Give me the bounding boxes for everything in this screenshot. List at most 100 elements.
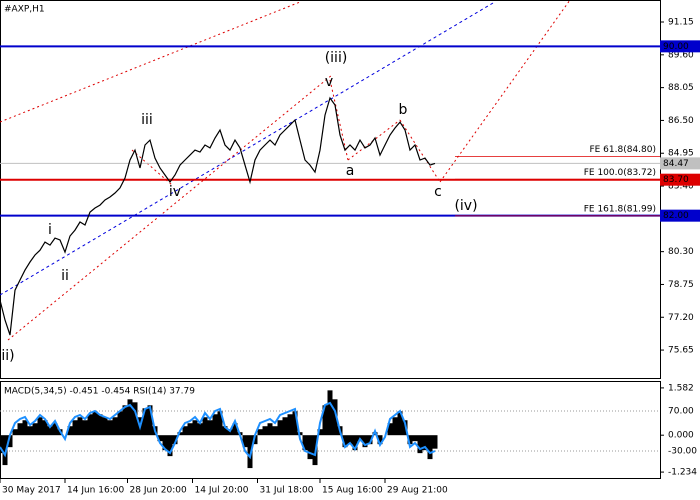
price-line <box>0 96 436 336</box>
wave-label: a <box>346 163 355 179</box>
wave-label: b <box>399 102 408 118</box>
y-tick-label: 0.000 <box>668 431 694 441</box>
macd-bar <box>302 435 308 451</box>
macd-bar <box>87 414 93 436</box>
macd-bar <box>67 426 73 436</box>
macd-bar <box>162 435 168 451</box>
macd-bar <box>417 435 423 454</box>
macd-bar <box>272 426 278 436</box>
macd-bar <box>122 405 128 436</box>
macd-bar <box>17 423 23 436</box>
macd-bar <box>12 429 18 436</box>
macd-bar <box>92 411 98 436</box>
macd-bar <box>392 417 398 436</box>
macd-bar <box>182 426 188 436</box>
macd-bar <box>117 411 123 436</box>
macd-bar <box>212 414 218 436</box>
macd-bar <box>332 399 338 436</box>
macd-bar <box>192 420 198 436</box>
x-tick-label: 28 Jun 20:00 <box>130 486 187 496</box>
macd-bar <box>217 411 223 436</box>
macd-bar <box>362 435 368 448</box>
fib-label: FE 61.8(84.80) <box>589 145 656 155</box>
y-tick-label: -1.234 <box>668 468 697 478</box>
wave-label: (iii) <box>325 50 348 66</box>
wave-label: c <box>434 184 442 200</box>
fib-label: FE 161.8(81.99) <box>584 204 656 214</box>
macd-bar <box>322 405 328 436</box>
x-tick-label: 30 May 2017 <box>2 486 61 496</box>
level-label: 83.70 <box>663 175 689 185</box>
wave-line <box>329 79 349 161</box>
y-tick-label: 80.30 <box>668 247 694 257</box>
macd-bar <box>202 417 208 436</box>
macd-bar <box>127 399 133 436</box>
y-tick-label: 78.75 <box>668 280 694 290</box>
macd-bar <box>132 402 138 436</box>
wave-label: i <box>48 222 52 238</box>
macd-bar <box>407 435 413 445</box>
level-label: 84.47 <box>663 159 689 169</box>
indicator-title: MACD(5,34,5) -0.451 -0.454 RSI(14) 37.79 <box>4 387 195 397</box>
macd-bar <box>77 417 83 436</box>
rsi-line <box>0 401 436 460</box>
y-tick-label: 91.15 <box>668 18 694 28</box>
macd-bar <box>82 420 88 436</box>
macd-bar <box>252 435 258 445</box>
macd-bar <box>287 414 293 436</box>
macd-bar <box>262 426 268 436</box>
wave-label: ii) <box>1 348 14 364</box>
macd-bar <box>72 420 78 436</box>
x-tick-label: 14 Jul 20:00 <box>195 486 249 496</box>
macd-bar <box>112 417 118 436</box>
x-tick-label: 31 Jul 18:00 <box>260 486 314 496</box>
macd-bar <box>397 411 403 436</box>
macd-bar <box>97 414 103 436</box>
macd-bar <box>157 435 163 442</box>
wave-label: v <box>325 74 333 90</box>
channel-line <box>0 1 301 123</box>
macd-bar <box>367 435 373 445</box>
wave-label: ii <box>61 268 69 284</box>
macd-bar <box>207 420 213 436</box>
level-label: 90.00 <box>663 42 689 52</box>
macd-bar <box>37 417 43 436</box>
y-tick-label: 77.20 <box>668 313 694 323</box>
macd-bar <box>257 429 263 436</box>
macd-bar <box>0 435 3 454</box>
price-panel <box>0 0 661 379</box>
macd-bar <box>102 417 108 436</box>
y-tick-label: 75.65 <box>668 346 694 356</box>
y-tick-label: 84.95 <box>668 149 694 159</box>
macd-bar <box>432 435 438 449</box>
y-tick-label: 88.05 <box>668 83 694 93</box>
y2-tick-label: -30.00 <box>668 447 697 457</box>
macd-bar <box>307 435 313 460</box>
macd-bar <box>7 435 13 448</box>
wave-line <box>347 119 401 161</box>
macd-bar <box>387 423 393 436</box>
fib-label: FE 100.0(83.72) <box>584 168 656 178</box>
macd-bar <box>422 435 428 451</box>
macd-bar <box>427 435 433 460</box>
macd-bar <box>232 423 238 436</box>
y-tick-label: 89.60 <box>668 50 694 60</box>
macd-bar <box>247 435 253 469</box>
macd-bar <box>142 408 148 436</box>
macd-bar <box>412 435 418 442</box>
macd-bar <box>32 423 38 436</box>
trend-lines <box>0 0 571 341</box>
level-box <box>660 173 700 186</box>
macd-bar <box>347 435 353 445</box>
macd-bar <box>277 420 283 436</box>
y-tick-label: 86.50 <box>668 116 694 126</box>
wave-label: iii <box>141 112 153 128</box>
macd-bar <box>377 435 383 445</box>
x-tick-label: 15 Aug 16:00 <box>322 486 383 496</box>
macd-bar <box>197 423 203 436</box>
macd-bar <box>107 420 113 436</box>
wave-line <box>439 0 571 183</box>
wave-label: (iv) <box>454 198 477 214</box>
macd-bar <box>187 423 193 436</box>
